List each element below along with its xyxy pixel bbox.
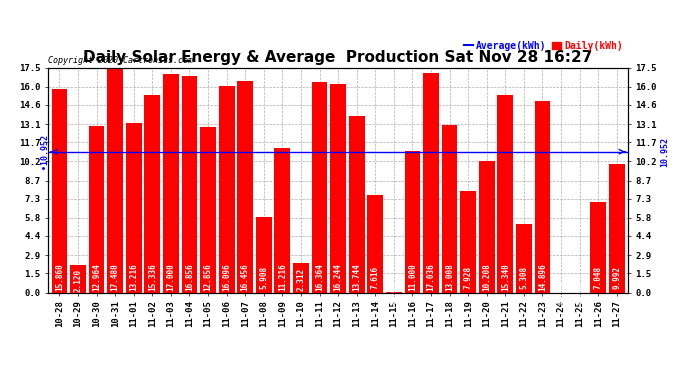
Bar [404,151,420,292]
Bar [181,76,197,292]
Bar [590,202,606,292]
Bar [479,161,495,292]
Text: 16.364: 16.364 [315,263,324,291]
Bar [460,190,476,292]
Bar [89,126,104,292]
Text: 17.480: 17.480 [110,263,119,291]
Bar [163,74,179,292]
Text: 16.244: 16.244 [333,263,343,291]
Text: 14.896: 14.896 [538,263,547,291]
Bar [237,81,253,292]
Bar [609,164,624,292]
Bar [442,125,457,292]
Text: 13.744: 13.744 [352,263,361,291]
Bar [219,86,235,292]
Bar [107,68,123,292]
Bar [200,127,216,292]
Text: 10.208: 10.208 [482,263,491,291]
Text: 17.000: 17.000 [166,263,175,291]
Bar [293,263,309,292]
Text: 12.964: 12.964 [92,263,101,291]
Text: 10.952: 10.952 [660,137,669,167]
Text: 15.860: 15.860 [55,263,64,291]
Text: 2.120: 2.120 [74,268,83,292]
Bar [312,82,328,292]
Bar [52,88,68,292]
Bar [348,116,364,292]
Text: 12.856: 12.856 [204,263,213,291]
Text: 11.000: 11.000 [408,263,417,291]
Text: 16.856: 16.856 [185,263,194,291]
Text: 17.036: 17.036 [426,263,435,291]
Bar [331,84,346,292]
Text: 7.048: 7.048 [593,266,602,289]
Bar [126,123,141,292]
Text: 16.096: 16.096 [222,263,231,291]
Bar [516,224,532,292]
Text: 16.456: 16.456 [241,263,250,291]
Title: Daily Solar Energy & Average  Production Sat Nov 28 16:27: Daily Solar Energy & Average Production … [83,50,593,65]
Text: 13.008: 13.008 [445,263,454,291]
Text: 13.216: 13.216 [129,263,138,291]
Bar [256,216,272,292]
Text: 7.616: 7.616 [371,266,380,289]
Bar [70,265,86,292]
Legend: Average(kWh), Daily(kWh): Average(kWh), Daily(kWh) [464,41,623,51]
Text: 9.992: 9.992 [612,266,621,289]
Text: •10.952: •10.952 [40,134,49,169]
Bar [144,95,160,292]
Text: 7.928: 7.928 [464,266,473,289]
Text: 11.216: 11.216 [278,263,287,291]
Text: 0.000: 0.000 [557,281,566,304]
Bar [367,195,383,292]
Text: 0.004: 0.004 [389,281,398,304]
Text: 0.000: 0.000 [575,281,584,304]
Text: 5.308: 5.308 [520,266,529,289]
Text: 2.312: 2.312 [297,267,306,291]
Bar [497,95,513,292]
Text: Copyright 2020 Cartronics.com: Copyright 2020 Cartronics.com [48,56,193,65]
Text: 5.908: 5.908 [259,266,268,289]
Text: 15.340: 15.340 [501,263,510,291]
Bar [535,101,551,292]
Bar [423,74,439,292]
Text: 15.336: 15.336 [148,263,157,291]
Bar [275,148,290,292]
